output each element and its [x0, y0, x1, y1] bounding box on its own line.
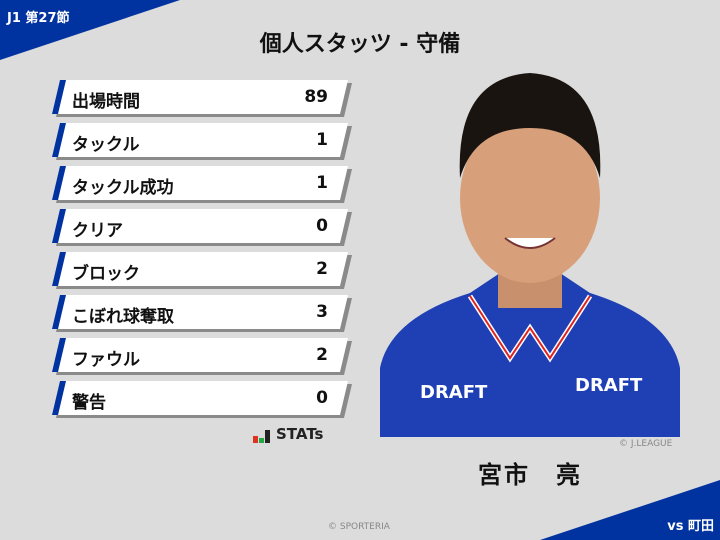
row-bar [52, 80, 348, 114]
stats-logo: STATs [253, 425, 323, 443]
stat-label: ファウル [72, 350, 140, 370]
row-bar [52, 295, 348, 329]
row-bar [52, 252, 348, 286]
stat-value: 2 [316, 259, 328, 279]
stat-row: ブロック 2 [52, 252, 352, 286]
svg-text:DRAFT: DRAFT [575, 375, 643, 396]
row-bar [52, 381, 348, 415]
stat-value: 1 [316, 130, 328, 150]
stat-value: 3 [316, 302, 328, 322]
row-bar [52, 209, 348, 243]
stat-label: タックル [72, 135, 140, 155]
stat-label: こぼれ球奪取 [72, 307, 174, 327]
stat-value: 0 [316, 216, 328, 236]
stats-logo-text: STATs [276, 425, 324, 443]
stat-row: タックル 1 [52, 123, 352, 157]
stat-row: タックル成功 1 [52, 166, 352, 200]
stat-label: 出場時間 [72, 92, 140, 112]
round-label: J1 第27節 [7, 11, 70, 26]
row-bar [52, 166, 348, 200]
stat-label: クリア [72, 221, 123, 241]
row-bar [52, 338, 348, 372]
player-name: 宮市 亮 [478, 461, 582, 489]
stat-row: ファウル 2 [52, 338, 352, 372]
opponent-label: vs 町田 [667, 519, 714, 534]
player-photo: DRAFT DRAFT [380, 68, 680, 437]
page-title: 個人スタッツ - 守備 [259, 32, 461, 57]
stat-row: こぼれ球奪取 3 [52, 295, 352, 329]
photo-credit: © J.LEAGUE [619, 439, 673, 449]
svg-text:DRAFT: DRAFT [420, 382, 488, 403]
copyright: © SPORTERIA [328, 522, 390, 532]
row-bar [52, 123, 348, 157]
stat-value: 1 [316, 173, 328, 193]
stat-value: 0 [316, 388, 328, 408]
stat-value: 89 [304, 87, 328, 107]
stat-row: 出場時間 89 [52, 80, 352, 114]
stat-row: 警告 0 [52, 381, 352, 415]
stat-label: 警告 [72, 393, 106, 413]
stat-value: 2 [316, 345, 328, 365]
bar-chart-icon [253, 430, 270, 443]
stat-label: ブロック [72, 264, 140, 284]
stat-label: タックル成功 [72, 178, 174, 198]
stat-row: クリア 0 [52, 209, 352, 243]
